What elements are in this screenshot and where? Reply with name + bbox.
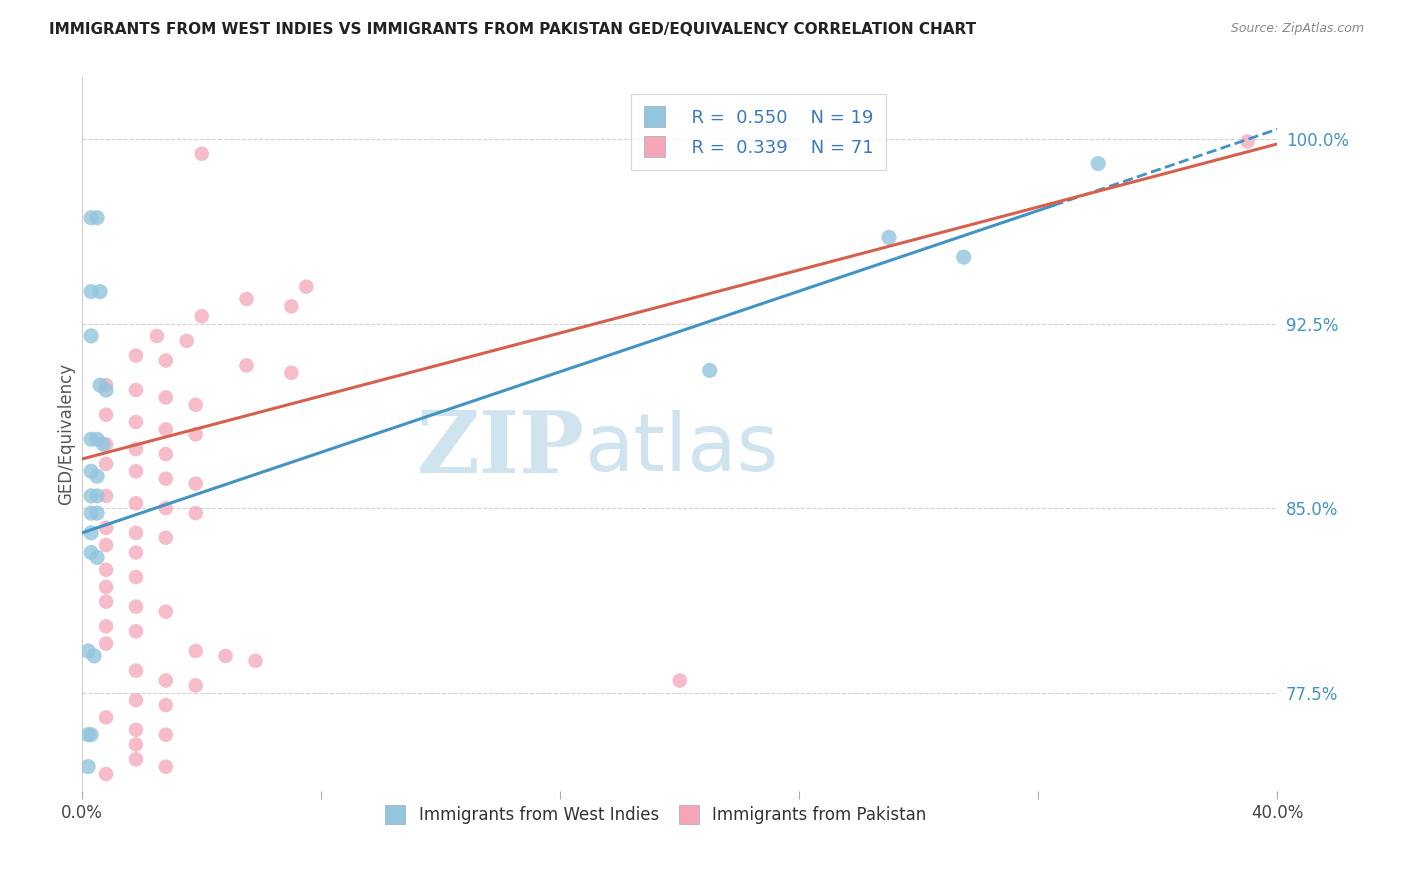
Point bbox=[155, 472, 177, 486]
Point bbox=[125, 545, 148, 559]
Point bbox=[94, 437, 117, 451]
Point bbox=[877, 230, 900, 244]
Point bbox=[80, 489, 103, 503]
Point bbox=[94, 383, 117, 397]
Point bbox=[125, 664, 148, 678]
Point bbox=[280, 299, 302, 313]
Point bbox=[80, 432, 103, 446]
Point bbox=[80, 506, 103, 520]
Point bbox=[125, 415, 148, 429]
Point bbox=[155, 531, 177, 545]
Point bbox=[155, 759, 177, 773]
Point bbox=[125, 570, 148, 584]
Point bbox=[89, 378, 111, 392]
Point bbox=[80, 728, 103, 742]
Point bbox=[77, 644, 100, 658]
Point bbox=[1236, 135, 1258, 149]
Point bbox=[699, 363, 721, 377]
Point bbox=[155, 728, 177, 742]
Text: ZIP: ZIP bbox=[416, 407, 583, 491]
Point bbox=[77, 728, 100, 742]
Point bbox=[245, 654, 267, 668]
Point bbox=[86, 550, 108, 565]
Point bbox=[86, 469, 108, 483]
Point bbox=[184, 476, 207, 491]
Point bbox=[155, 605, 177, 619]
Point bbox=[155, 698, 177, 713]
Point bbox=[669, 673, 692, 688]
Point bbox=[91, 437, 114, 451]
Point bbox=[125, 496, 148, 510]
Point bbox=[146, 329, 169, 343]
Point bbox=[155, 673, 177, 688]
Point bbox=[125, 464, 148, 478]
Point bbox=[125, 723, 148, 737]
Point bbox=[86, 432, 108, 446]
Point bbox=[80, 464, 103, 478]
Text: IMMIGRANTS FROM WEST INDIES VS IMMIGRANTS FROM PAKISTAN GED/EQUIVALENCY CORRELAT: IMMIGRANTS FROM WEST INDIES VS IMMIGRANT… bbox=[49, 22, 976, 37]
Point bbox=[86, 489, 108, 503]
Y-axis label: GED/Equivalency: GED/Equivalency bbox=[58, 363, 75, 506]
Point bbox=[83, 648, 105, 663]
Point bbox=[125, 797, 148, 811]
Point bbox=[94, 563, 117, 577]
Point bbox=[77, 759, 100, 773]
Point bbox=[155, 501, 177, 516]
Point bbox=[94, 457, 117, 471]
Point bbox=[94, 595, 117, 609]
Point bbox=[86, 506, 108, 520]
Point bbox=[295, 279, 318, 293]
Point bbox=[94, 767, 117, 781]
Point bbox=[1087, 156, 1109, 170]
Point bbox=[235, 359, 257, 373]
Point bbox=[125, 349, 148, 363]
Point bbox=[214, 648, 236, 663]
Point bbox=[86, 211, 108, 225]
Point bbox=[80, 211, 103, 225]
Point bbox=[125, 624, 148, 639]
Point bbox=[184, 427, 207, 442]
Point bbox=[184, 506, 207, 520]
Text: atlas: atlas bbox=[583, 409, 779, 488]
Point bbox=[190, 146, 212, 161]
Point bbox=[94, 580, 117, 594]
Point bbox=[184, 678, 207, 692]
Point bbox=[190, 309, 212, 323]
Point bbox=[94, 538, 117, 552]
Point bbox=[125, 599, 148, 614]
Point bbox=[94, 378, 117, 392]
Point bbox=[176, 334, 198, 348]
Text: Source: ZipAtlas.com: Source: ZipAtlas.com bbox=[1230, 22, 1364, 36]
Point bbox=[952, 250, 974, 264]
Point bbox=[125, 752, 148, 766]
Point bbox=[80, 525, 103, 540]
Point bbox=[94, 710, 117, 724]
Point bbox=[94, 408, 117, 422]
Point bbox=[80, 329, 103, 343]
Legend: Immigrants from West Indies, Immigrants from Pakistan: Immigrants from West Indies, Immigrants … bbox=[375, 795, 936, 834]
Point bbox=[94, 521, 117, 535]
Point bbox=[89, 285, 111, 299]
Point bbox=[280, 366, 302, 380]
Point bbox=[94, 489, 117, 503]
Point bbox=[80, 545, 103, 559]
Point bbox=[125, 738, 148, 752]
Point bbox=[184, 644, 207, 658]
Point bbox=[125, 525, 148, 540]
Point bbox=[125, 442, 148, 457]
Point bbox=[184, 398, 207, 412]
Point bbox=[94, 619, 117, 633]
Point bbox=[155, 447, 177, 461]
Point bbox=[155, 391, 177, 405]
Point bbox=[155, 422, 177, 436]
Point bbox=[235, 292, 257, 306]
Point bbox=[155, 353, 177, 368]
Point bbox=[80, 285, 103, 299]
Point bbox=[125, 383, 148, 397]
Point bbox=[94, 637, 117, 651]
Point bbox=[125, 693, 148, 707]
